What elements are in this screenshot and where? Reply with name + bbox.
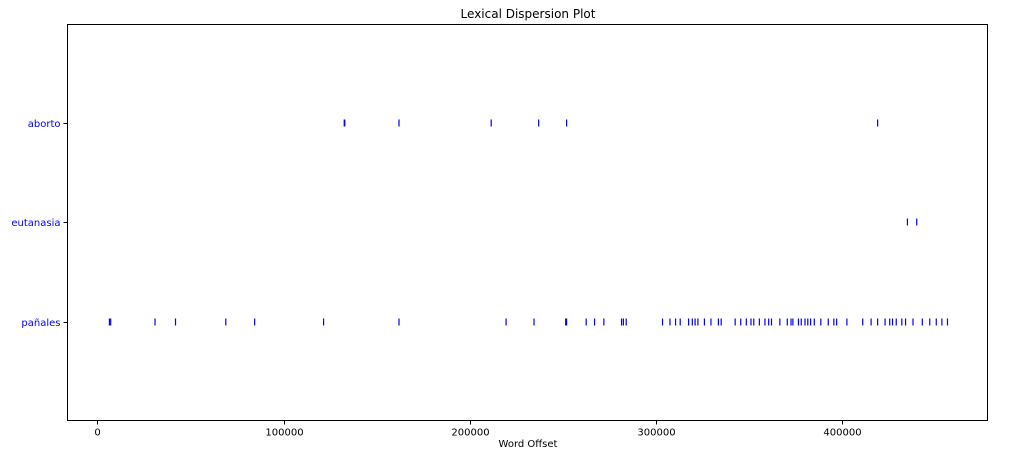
x-tick-label: 200000 (451, 428, 489, 439)
y-tick-label-1: eutanasia (11, 218, 60, 229)
x-axis: 0 100000 200000 300000 400000 (94, 420, 862, 439)
x-tick-label: 0 (94, 428, 100, 439)
x-tick-label: 400000 (823, 428, 861, 439)
y-tick-label-2: pañales (21, 318, 60, 329)
chart-title: Lexical Dispersion Plot (461, 7, 596, 21)
dispersion-marks (108, 119, 949, 326)
x-tick-label: 100000 (265, 428, 303, 439)
x-axis-label: Word Offset (499, 439, 558, 450)
x-tick-label: 300000 (637, 428, 675, 439)
y-tick-label-0: aborto (28, 119, 61, 130)
y-axis: aborto eutanasia pañales (11, 119, 68, 329)
plot-frame (67, 24, 988, 421)
